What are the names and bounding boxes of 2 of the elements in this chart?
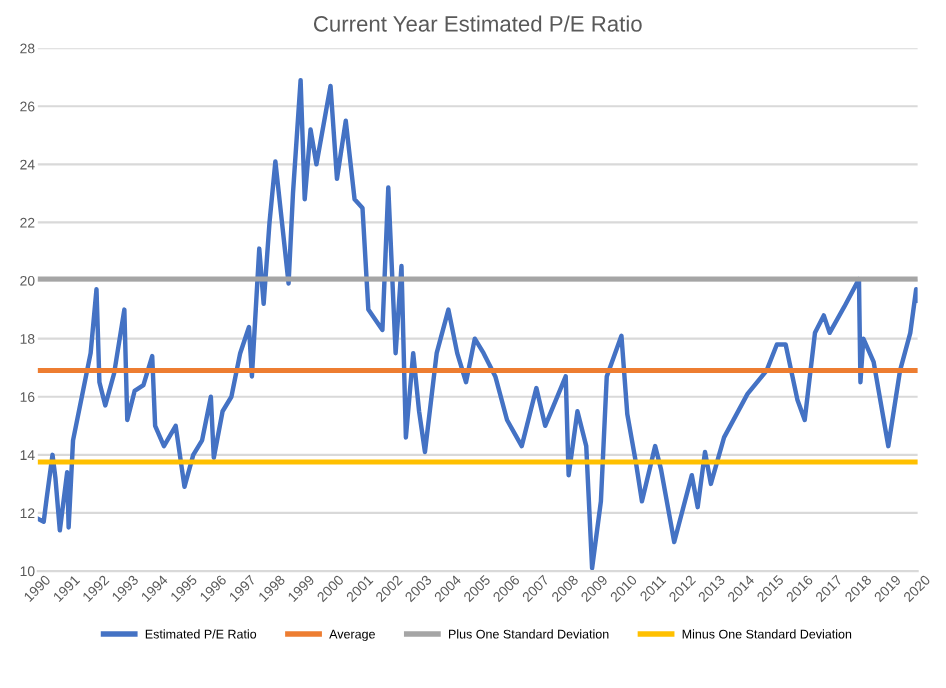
chart-title: Current Year Estimated P/E Ratio [313, 15, 642, 32]
line-series [37, 77, 918, 571]
